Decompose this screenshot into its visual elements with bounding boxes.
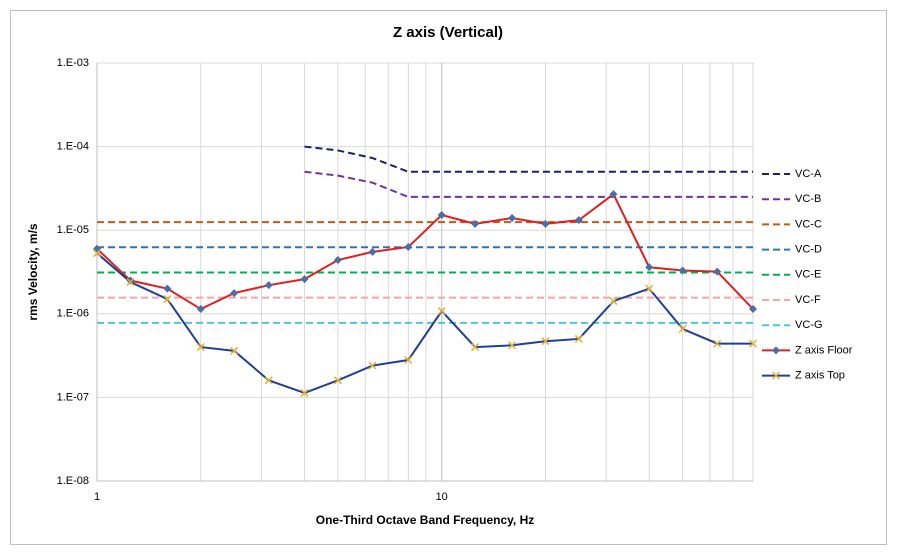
- data-point: [645, 284, 654, 293]
- series-line: [96, 252, 753, 395]
- y-tick-label: 1.E-03: [57, 57, 89, 69]
- y-tick-label: 1.E-07: [57, 391, 89, 403]
- legend-label: VC-D: [795, 244, 822, 256]
- data-point: [300, 388, 309, 397]
- data-point: [300, 275, 309, 284]
- data-point: [404, 355, 413, 365]
- data-point: [574, 334, 583, 343]
- data-point: [678, 324, 687, 333]
- data-point: [749, 305, 757, 314]
- legend-marker: [771, 371, 781, 380]
- series-line: [304, 145, 753, 173]
- data-point: [404, 242, 413, 251]
- data-point: [645, 263, 654, 272]
- legend-label: Z axis Top: [795, 370, 845, 382]
- data-point: [437, 210, 446, 219]
- legend-marker: [772, 346, 780, 355]
- x-axis-label: One-Third Octave Band Frequency, Hz: [316, 513, 534, 527]
- data-point: [574, 216, 583, 225]
- y-tick-label: 1.E-08: [57, 475, 89, 487]
- x-tick-label: 10: [436, 491, 448, 503]
- data-point: [713, 339, 722, 348]
- data-point: [748, 339, 758, 348]
- data-point: [508, 213, 517, 222]
- data-point: [368, 247, 377, 256]
- data-point: [163, 295, 172, 304]
- data-point: [333, 256, 342, 265]
- legend-label: VC-B: [795, 193, 821, 205]
- data-point: [678, 266, 687, 275]
- data-point: [126, 277, 135, 287]
- data-point: [230, 346, 239, 355]
- data-point: [471, 343, 480, 352]
- data-point: [508, 341, 517, 350]
- data-point: [541, 219, 550, 228]
- y-tick-label: 1.E-06: [57, 308, 89, 320]
- data-point: [368, 361, 377, 370]
- data-point: [541, 337, 550, 346]
- data-point: [196, 343, 205, 352]
- chart-title: Z axis (Vertical): [393, 24, 503, 41]
- x-tick-label: 1: [94, 491, 100, 503]
- data-point: [333, 376, 342, 385]
- legend-label: VC-F: [795, 294, 821, 306]
- legend-label: VC-G: [795, 319, 823, 331]
- data-point: [713, 267, 722, 276]
- data-point: [92, 249, 102, 258]
- legend-label: VC-E: [795, 269, 821, 281]
- data-point: [264, 281, 273, 290]
- y-tick-label: 1.E-04: [57, 141, 89, 153]
- series-line: [304, 170, 753, 198]
- y-tick-label: 1.E-05: [57, 224, 89, 236]
- data-point: [609, 297, 618, 306]
- legend-label: Z axis Floor: [795, 344, 853, 356]
- data-point: [471, 219, 480, 228]
- data-point: [437, 306, 446, 316]
- y-axis-label: rms Velocity, m/s: [26, 223, 40, 320]
- data-point: [163, 284, 172, 293]
- legend-label: VC-A: [795, 168, 822, 180]
- data-point: [264, 376, 273, 385]
- legend-label: VC-C: [795, 218, 822, 230]
- series-line: [96, 192, 754, 311]
- data-point: [609, 190, 618, 199]
- data-point: [230, 289, 239, 298]
- data-point: [196, 305, 205, 314]
- chart-frame: [10, 10, 887, 545]
